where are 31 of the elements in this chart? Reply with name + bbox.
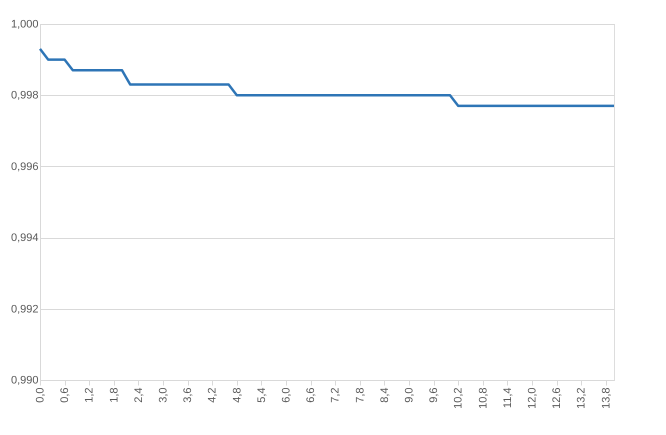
x-tick-label: 4,8 xyxy=(231,388,244,403)
y-tick-label: 1,000 xyxy=(10,18,38,30)
y-tick-label: 0,996 xyxy=(10,160,38,173)
y-tick-label: 0,998 xyxy=(10,90,38,102)
x-tick-label: 5,4 xyxy=(256,388,268,403)
x-tick-label: 9,0 xyxy=(404,388,416,403)
x-tick-label: 4,2 xyxy=(206,388,219,403)
x-tick-label: 13,2 xyxy=(576,388,588,409)
x-tick-label: 6,6 xyxy=(305,388,318,403)
x-tick-label: 7,2 xyxy=(330,388,342,403)
y-tick-label: 0,994 xyxy=(10,232,38,244)
x-tick-label: 13,8 xyxy=(600,388,612,409)
x-tick-label: 3,6 xyxy=(182,388,194,403)
x-tick-label: 11,4 xyxy=(502,388,514,408)
x-tick-label: 9,6 xyxy=(428,388,440,403)
x-tick-label: 0,0 xyxy=(34,388,46,403)
x-tick-label: 8,4 xyxy=(378,388,391,403)
x-tick-label: 0,6 xyxy=(59,388,72,403)
line-series xyxy=(38,48,616,108)
x-tick-label: 2,4 xyxy=(132,388,145,403)
x-tick-label: 12,0 xyxy=(526,388,538,409)
x-tick-label: 7,8 xyxy=(354,388,366,403)
x-tick-label: 10,8 xyxy=(477,388,490,409)
x-tick-label: 1,2 xyxy=(84,388,96,403)
x-tick-label: 1,8 xyxy=(108,388,120,403)
x-tick-label: 6,0 xyxy=(280,388,292,403)
x-tick-label: 3,0 xyxy=(158,388,170,403)
y-tick-label: 0,990 xyxy=(10,374,38,386)
x-tick-label: 12,6 xyxy=(551,388,564,409)
x-tick-label: 10,2 xyxy=(452,388,465,409)
y-tick-label: 0,992 xyxy=(10,303,38,316)
